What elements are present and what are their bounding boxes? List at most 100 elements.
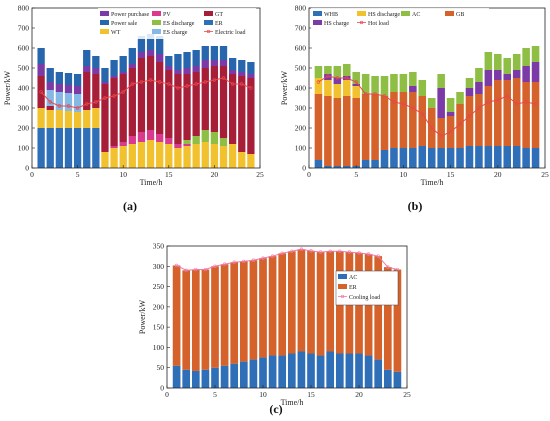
bar-segment <box>192 66 200 72</box>
legend: Power purchase PV GT Power sale ES discharge… <box>98 8 256 39</box>
bar-segment <box>393 371 402 388</box>
bar-segment <box>361 160 370 168</box>
bar-segment <box>335 353 344 388</box>
series-hs-discharge <box>314 78 360 98</box>
load-line <box>176 248 398 271</box>
bar-segment <box>83 72 91 110</box>
bar-segment <box>73 128 82 168</box>
panel-c-cooling: (c) 0 5 10 15 20 25050100150200250300350Time/… <box>138 242 411 417</box>
bar-segment <box>465 88 474 96</box>
bar-segment <box>210 66 219 132</box>
load-point <box>386 265 390 269</box>
bar-segment <box>494 80 502 146</box>
load-point <box>57 104 62 108</box>
bar-segment <box>119 56 127 72</box>
bar-segment <box>128 136 136 144</box>
load-point <box>505 94 509 98</box>
bar-segment <box>446 98 455 112</box>
bar-segment <box>201 269 210 370</box>
x-tick-label: 20 <box>494 170 502 179</box>
bar-segment <box>247 78 255 154</box>
bar-segment <box>355 353 363 388</box>
bar-segment <box>101 152 109 168</box>
bar-segment <box>55 128 64 168</box>
bar-segment <box>137 52 146 58</box>
bar-segment <box>531 62 540 82</box>
bar-segment <box>314 66 323 78</box>
bar-segment <box>219 60 228 66</box>
bar-segment <box>352 72 360 84</box>
load-point <box>458 122 462 126</box>
bar-segment <box>201 130 209 142</box>
load-point <box>290 249 294 253</box>
bar-segment <box>228 58 237 70</box>
bar-segment <box>230 262 239 364</box>
legend-swatch <box>401 11 410 16</box>
bar-segment <box>110 148 118 168</box>
x-tick-label: 20 <box>355 390 363 399</box>
bar-segment <box>128 64 136 68</box>
bar-segment <box>418 96 427 146</box>
bar-segment <box>83 110 91 128</box>
bar-segment <box>342 64 351 76</box>
y-tick-label: 0 <box>160 384 164 393</box>
bar-segment <box>110 76 118 78</box>
legend-line-marker <box>206 29 211 34</box>
bar-segment <box>297 351 306 388</box>
bar-segment <box>333 66 342 78</box>
bar-segment <box>522 48 530 66</box>
series-line <box>316 74 538 138</box>
legend-swatch <box>152 20 161 25</box>
bar-segment <box>333 78 342 84</box>
series-power-purchase <box>37 50 255 94</box>
bar-segment <box>220 365 229 388</box>
bar-segment <box>128 68 136 136</box>
bar-segment <box>352 98 360 166</box>
bar-segment <box>333 166 342 168</box>
bar-segment <box>512 78 521 146</box>
bar-segment <box>399 148 408 168</box>
bar-segment <box>239 261 248 362</box>
legend-entry-label: AC <box>412 12 420 18</box>
bar-segment <box>201 60 209 68</box>
y-tick-label: 100 <box>18 144 30 153</box>
load-point <box>376 254 380 258</box>
bar-segment <box>238 152 246 168</box>
load-point <box>148 78 153 82</box>
y-axis-label: Power/kW <box>138 299 147 334</box>
series-ac <box>314 46 540 112</box>
panel-b-heat: (b) 0 5 10 15 20 25 0 100 200 300 400 500 600 700 800 T… <box>280 4 549 214</box>
bar-segment <box>73 94 82 112</box>
load-point <box>249 86 253 90</box>
bar-segment <box>183 52 191 68</box>
load-point <box>316 80 321 84</box>
x-tick-label: 15 <box>165 170 173 179</box>
series-hs-charge <box>324 62 540 118</box>
y-tick-label: 400 <box>295 84 307 93</box>
load-point <box>121 90 125 94</box>
bar-segment <box>165 70 173 138</box>
bar-segment <box>156 142 164 168</box>
bar-segment <box>119 72 127 74</box>
legend-swatch <box>100 11 109 16</box>
series-ac <box>172 351 402 388</box>
bar-segment <box>324 74 332 80</box>
bar-segment <box>182 369 191 388</box>
bar-segment <box>456 104 464 148</box>
load-line <box>40 77 252 109</box>
bar-segment <box>465 146 474 168</box>
bar-segment <box>316 252 325 356</box>
bar-segment <box>64 128 73 168</box>
bar-segment <box>390 92 398 148</box>
y-tick-label: 400 <box>18 84 30 93</box>
bar-segment <box>156 62 164 134</box>
bar-segment <box>456 92 464 104</box>
x-tick-label: 0 <box>307 170 311 179</box>
y-tick-label: 800 <box>18 4 30 13</box>
bar-segment <box>409 86 417 92</box>
legend-entry-label: GB <box>456 12 464 18</box>
bar-segment <box>128 144 136 168</box>
bar-segment <box>191 370 200 388</box>
bar-segment <box>326 251 335 352</box>
